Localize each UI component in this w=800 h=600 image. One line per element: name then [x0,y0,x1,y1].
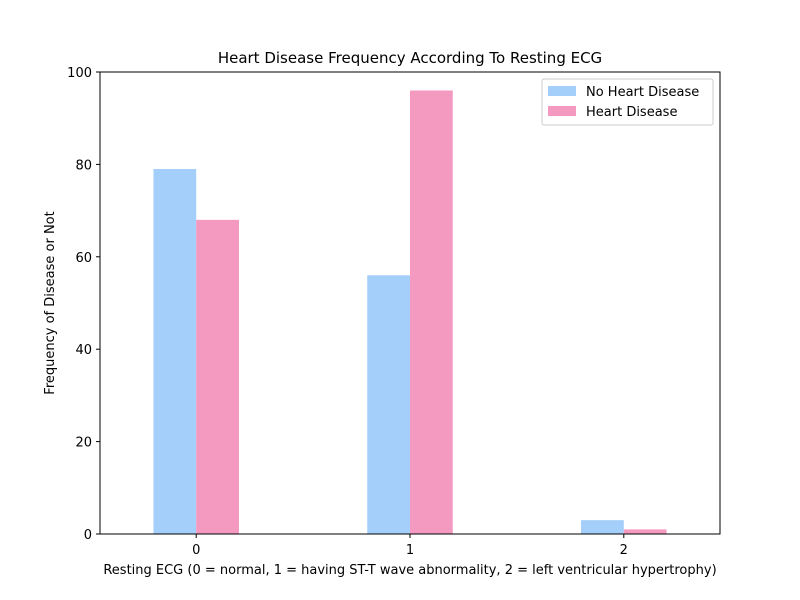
y-tick-label: 60 [75,251,92,266]
y-tick-label: 0 [84,528,92,543]
legend-swatch [548,86,576,96]
y-tick-label: 80 [75,158,92,173]
y-tick-label: 100 [67,66,92,81]
bar-heart-disease-2 [623,529,667,534]
y-tick-label: 20 [75,436,92,451]
x-ticks: 0 1 2 [192,534,628,558]
bar-heart-disease-0 [196,219,239,534]
bars [153,90,667,534]
x-axis-label: Resting ECG (0 = normal, 1 = having ST-T… [103,563,716,578]
bar-heart-disease-1 [410,90,453,534]
bar-no-heart-disease-2 [581,520,624,534]
legend-box [541,78,714,126]
bar-no-heart-disease-0 [153,169,197,534]
legend-swatch [548,106,576,116]
y-tick-label: 40 [75,343,92,358]
x-tick-label: 2 [620,543,628,558]
legend-label: No Heart Disease [586,85,699,100]
x-tick-label: 0 [192,543,200,558]
x-tick-label: 1 [406,543,414,558]
legend-label: Heart Disease [586,105,677,120]
bar-no-heart-disease-1 [367,275,410,534]
y-ticks: 0 20 40 60 80 100 [67,66,100,543]
chart-title: Heart Disease Frequency According To Res… [218,49,602,67]
y-axis-label: Frequency of Disease or Not [43,211,58,394]
legend: No Heart Disease Heart Disease [541,78,714,126]
